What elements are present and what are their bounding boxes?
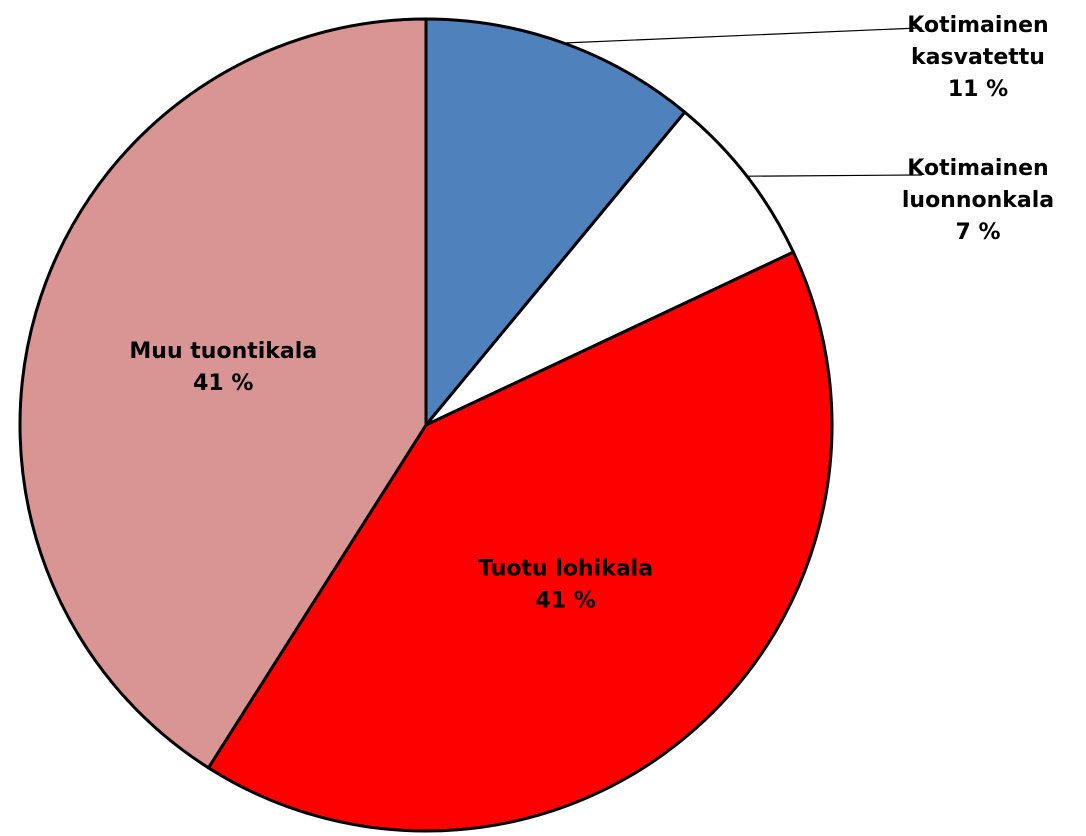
value-label: 41 %	[193, 371, 253, 396]
label-muu-tuontikala: Muu tuontikala 41 %	[129, 339, 317, 396]
slice-labels: Kotimainen kasvatettu 11 % Kotimainen luonno…	[129, 13, 1054, 613]
category-label: luonnonkala	[902, 188, 1054, 213]
slice-kotimainen-kasvatettu	[424, 17, 687, 427]
leader-line-kotimainen-luonnonkala	[746, 174, 922, 177]
category-label: Muu tuontikala	[129, 339, 317, 364]
category-label: kasvatettu	[911, 45, 1045, 70]
leader-lines	[563, 27, 922, 177]
value-label: 41 %	[535, 588, 595, 613]
slice-kotimainen-luonnonkala	[424, 110, 795, 427]
slice-muu-tuontikala	[18, 17, 428, 770]
pie-slices	[18, 17, 834, 833]
leader-line-kotimainen-kasvatettu	[563, 27, 922, 44]
value-label: 7 %	[955, 220, 1000, 245]
label-kotimainen-kasvatettu: Kotimainen kasvatettu 11 %	[907, 13, 1048, 102]
category-label: Kotimainen	[907, 156, 1048, 181]
slice-tuotu-lohikala	[206, 250, 834, 833]
label-kotimainen-luonnonkala: Kotimainen luonnonkala 7 %	[902, 156, 1054, 245]
category-label: Kotimainen	[907, 13, 1048, 38]
category-label: Tuotu lohikala	[478, 556, 653, 581]
label-tuotu-lohikala: Tuotu lohikala 41 %	[478, 556, 653, 613]
value-label: 11 %	[948, 77, 1008, 102]
